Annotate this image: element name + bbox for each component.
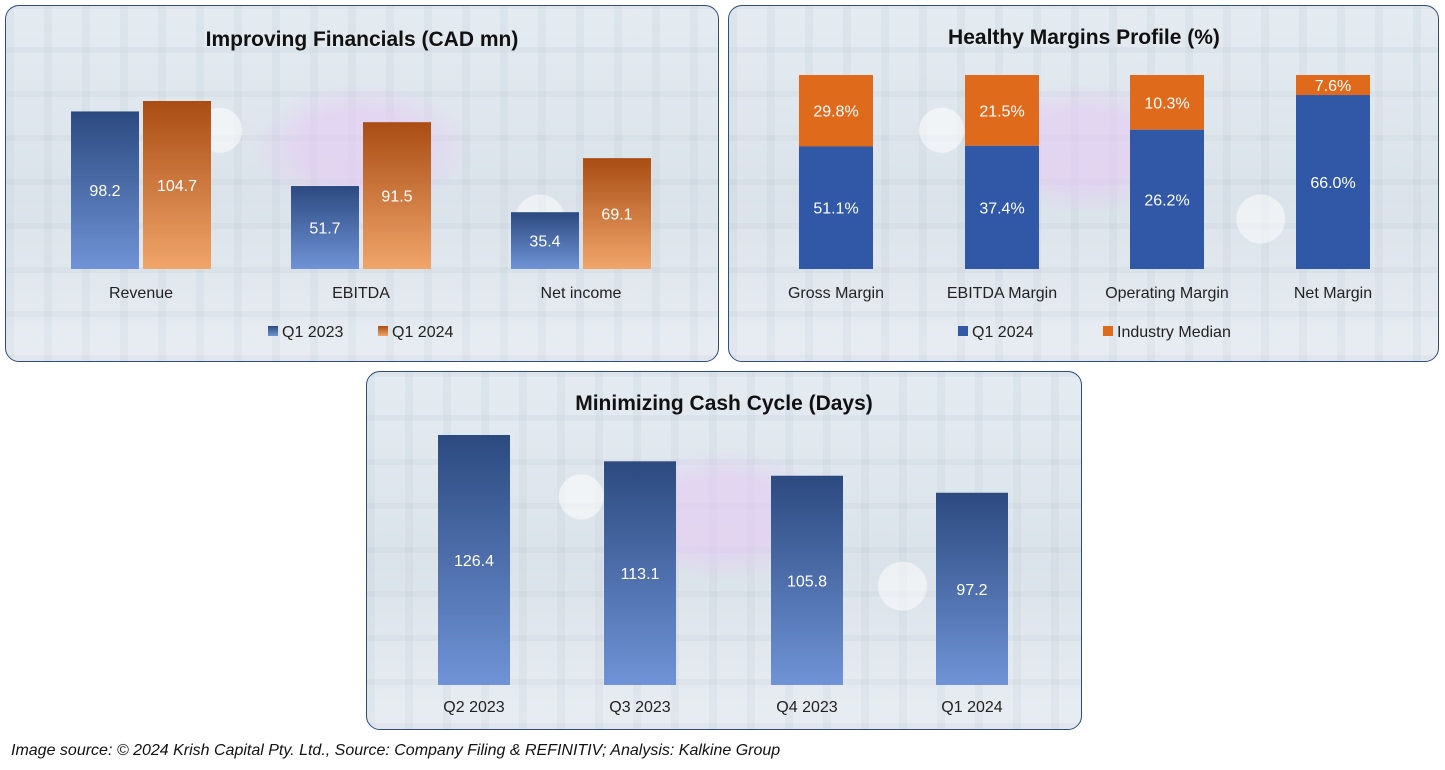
bar-q1-2023-ebitda xyxy=(291,186,359,269)
bar-q1-2024-0 xyxy=(799,146,873,269)
data-label: 91.5 xyxy=(381,189,412,206)
bar-q1-2024-ebitda xyxy=(363,122,431,270)
bar-industry-median-1 xyxy=(965,75,1039,146)
data-label: 35.4 xyxy=(529,234,560,251)
image-source-caption: Image source: © 2024 Krish Capital Pty. … xyxy=(11,742,781,759)
data-label: 105.8 xyxy=(787,573,827,590)
legend-label: Q1 2024 xyxy=(972,324,1033,341)
category-label: Revenue xyxy=(109,285,173,302)
financials-panel: Improving Financials (CAD mn) 98.2 104.7 Re… xyxy=(5,5,719,362)
bar-q1-2024-net-income xyxy=(583,158,651,269)
category-label: Operating Margin xyxy=(1105,285,1229,302)
legend-label: Q1 2023 xyxy=(282,324,343,341)
cashcycle-chart: Minimizing Cash Cycle (Days) 126.4 113.1 10… xyxy=(438,392,1008,716)
bar-q1-2024-revenue xyxy=(143,101,211,269)
category-label: EBITDA Margin xyxy=(947,285,1057,302)
margins-chart: Healthy Margins Profile (%) 29.8% 51.1% Gro… xyxy=(788,26,1372,341)
data-label: 126.4 xyxy=(454,553,494,570)
legend-swatch-q1-2023 xyxy=(268,326,278,336)
bar-q2-2023 xyxy=(438,435,510,685)
cashcycle-panel: Minimizing Cash Cycle (Days) 126.4 113.1 10… xyxy=(366,371,1082,730)
bar-q1-2023-revenue xyxy=(71,111,139,269)
category-label: Q1 2024 xyxy=(941,699,1002,716)
data-label: 26.2% xyxy=(1144,192,1189,209)
legend-label: Industry Median xyxy=(1117,324,1231,341)
category-label: Net income xyxy=(541,285,622,302)
legend-label: Q1 2024 xyxy=(392,324,453,341)
chart-title: Healthy Margins Profile (%) xyxy=(948,26,1220,49)
category-label: EBITDA xyxy=(332,285,390,302)
data-label: 69.1 xyxy=(601,207,632,224)
data-label: 113.1 xyxy=(621,566,660,583)
data-label: 98.2 xyxy=(89,183,120,200)
category-label: Q3 2023 xyxy=(609,699,670,716)
bar-q1-2024-1 xyxy=(965,145,1039,269)
legend-swatch-q1-2024 xyxy=(958,326,968,336)
data-label: 37.4% xyxy=(979,200,1024,217)
category-label: Q4 2023 xyxy=(776,699,837,716)
data-label: 10.3% xyxy=(1144,95,1189,112)
bar-q3-2023 xyxy=(604,461,676,685)
data-label: 97.2 xyxy=(956,582,987,599)
category-label: Net Margin xyxy=(1294,285,1372,302)
bar-q4-2023 xyxy=(771,475,843,685)
data-label: 7.6% xyxy=(1315,78,1351,95)
data-label: 29.8% xyxy=(813,104,858,121)
data-label: 104.7 xyxy=(157,178,197,195)
category-label: Q2 2023 xyxy=(443,699,504,716)
bar-q1-2024-2 xyxy=(1130,129,1204,269)
category-label: Gross Margin xyxy=(788,285,884,302)
data-label: 66.0% xyxy=(1310,175,1355,192)
data-label: 51.1% xyxy=(813,201,858,218)
legend-swatch-industry-median xyxy=(1103,326,1113,336)
data-label: 21.5% xyxy=(979,103,1024,120)
bar-industry-median-0 xyxy=(799,75,873,147)
bar-q1-2023-net-income xyxy=(511,212,579,269)
bar-q1-2024 xyxy=(936,492,1008,685)
chart-title: Minimizing Cash Cycle (Days) xyxy=(575,392,873,415)
chart-title: Improving Financials (CAD mn) xyxy=(206,28,519,51)
legend-swatch-q1-2024 xyxy=(378,326,388,336)
bar-q1-2024-3 xyxy=(1296,95,1370,269)
bar-industry-median-3 xyxy=(1296,75,1370,96)
margins-panel: Healthy Margins Profile (%) 29.8% 51.1% Gro… xyxy=(728,5,1439,362)
financials-chart: Improving Financials (CAD mn) 98.2 104.7 Re… xyxy=(71,28,651,341)
data-label: 51.7 xyxy=(309,221,340,238)
bar-industry-median-2 xyxy=(1130,75,1204,130)
